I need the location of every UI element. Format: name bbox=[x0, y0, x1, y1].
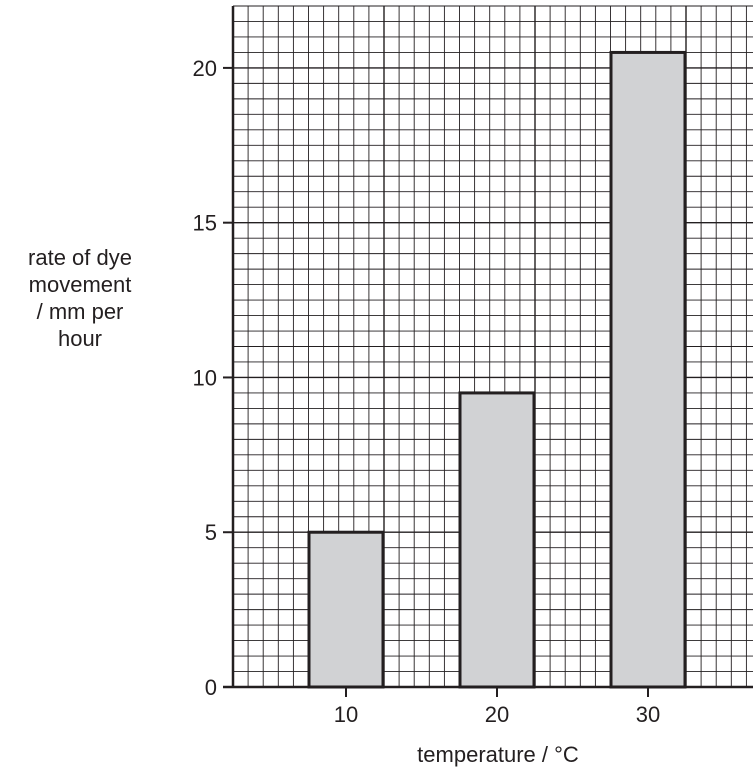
y-tick-labels: 0 5 10 15 20 bbox=[193, 56, 217, 700]
y-tick-label: 20 bbox=[193, 56, 217, 81]
y-axis-label: rate of dye movement / mm per hour bbox=[0, 244, 160, 352]
x-tick-labels: 10 20 30 bbox=[334, 702, 660, 727]
bar-30 bbox=[609, 50, 687, 689]
y-tick-label: 0 bbox=[205, 675, 217, 700]
bar-20 bbox=[458, 391, 536, 689]
bar-10 bbox=[307, 530, 385, 689]
x-tick-label: 20 bbox=[485, 702, 509, 727]
y-axis-label-line: / mm per bbox=[36, 299, 124, 324]
x-axis-label: temperature / °C bbox=[417, 742, 579, 767]
y-axis-label-line: movement bbox=[28, 272, 132, 297]
x-tick-label: 30 bbox=[636, 702, 660, 727]
y-axis-label-line: rate of dye bbox=[28, 245, 132, 270]
y-axis-label-line: hour bbox=[57, 326, 103, 351]
axes bbox=[223, 6, 753, 697]
y-tick-label: 5 bbox=[205, 520, 217, 545]
y-tick-label: 10 bbox=[193, 365, 217, 390]
y-tick-label: 15 bbox=[193, 211, 217, 236]
bars bbox=[307, 50, 687, 689]
x-tick-label: 10 bbox=[334, 702, 358, 727]
